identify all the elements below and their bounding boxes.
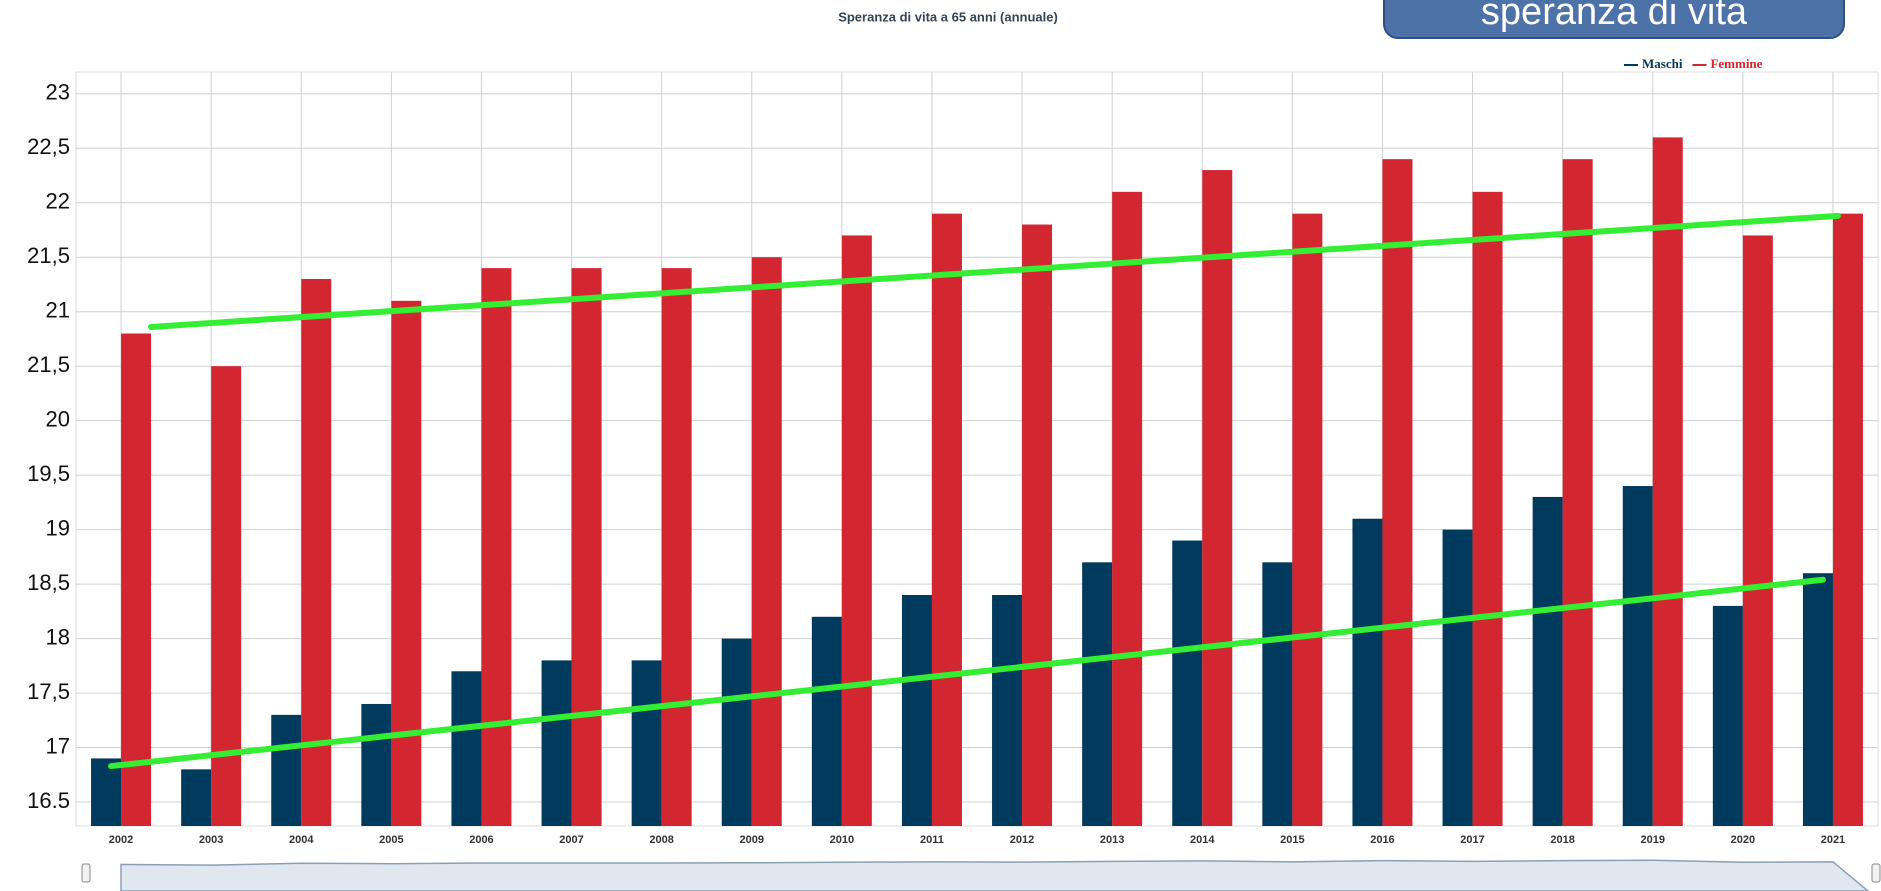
bar [901, 595, 932, 826]
x-tick-label: 2004 [289, 834, 314, 846]
x-tick-label: 2020 [1731, 834, 1755, 846]
bar [1532, 496, 1563, 826]
x-tick-label: 2007 [559, 834, 583, 846]
y-tick-label: 19 [46, 515, 70, 540]
y-tick-label: 21 [46, 298, 70, 323]
bar [271, 714, 302, 826]
x-tick-label: 2017 [1460, 834, 1484, 846]
x-tick-label: 2016 [1370, 834, 1394, 846]
bar [571, 268, 602, 826]
bar [1742, 235, 1773, 826]
bar [1802, 573, 1833, 826]
button[interactable] [1383, 0, 1845, 39]
bar [361, 703, 392, 826]
bar [541, 660, 572, 826]
bar [661, 268, 692, 826]
bar [181, 769, 212, 826]
x-tick-label: 2008 [649, 834, 673, 846]
button-label[interactable]: speranza di vita [1481, 0, 1748, 33]
legend-label: Femmine [1710, 56, 1762, 71]
x-tick-label: 2021 [1821, 834, 1845, 846]
trend-line [148, 212, 1841, 330]
x-tick-label: 2019 [1641, 834, 1665, 846]
navigator-handle [1871, 863, 1881, 883]
y-tick-label: 18 [46, 624, 70, 649]
y-tick-label: 16.5 [27, 788, 70, 813]
legend-label: Maschi [1642, 56, 1683, 71]
bar [631, 660, 662, 826]
bar [1292, 213, 1323, 826]
y-tick-label: 22,5 [27, 134, 70, 159]
bar [391, 300, 422, 826]
x-tick-label: 2010 [830, 834, 854, 846]
bar [1202, 170, 1233, 826]
bar [841, 235, 872, 826]
trend-line [108, 576, 1826, 770]
bar [1112, 191, 1143, 827]
x-tick-label: 2005 [379, 834, 403, 846]
y-tick-label: 20 [46, 406, 70, 431]
bar [1622, 486, 1653, 826]
x-tick-label: 2015 [1280, 834, 1304, 846]
y-tick-label: 21,5 [27, 243, 70, 268]
x-tick-label: 2013 [1100, 834, 1124, 846]
bar [992, 595, 1023, 826]
y-tick-label: 22 [46, 189, 70, 214]
x-tick-label: 2003 [199, 834, 223, 846]
bar [451, 671, 482, 826]
x-tick-label: 2002 [109, 834, 133, 846]
y-tick-label: 19,5 [27, 461, 70, 486]
navigator-area [120, 859, 1870, 891]
bar [1382, 159, 1413, 827]
bar [1472, 191, 1503, 827]
bar [1562, 159, 1593, 827]
bar [1652, 137, 1683, 826]
bar [1712, 605, 1743, 826]
bar [1022, 224, 1053, 827]
bar [121, 333, 152, 826]
bar [1442, 529, 1473, 826]
x-tick-label: 2018 [1550, 834, 1574, 846]
x-tick-label: 2006 [469, 834, 493, 846]
bar [481, 268, 512, 826]
y-tick-label: 21,5 [27, 352, 70, 377]
bar [751, 257, 782, 826]
bar [211, 366, 242, 826]
bar [1832, 213, 1863, 826]
x-tick-label: 2012 [1010, 834, 1034, 846]
x-tick-label: 2011 [920, 834, 944, 846]
plot-area [75, 71, 1879, 827]
bar [1172, 540, 1203, 826]
navigator-handle [81, 863, 91, 883]
y-tick-label: 18,5 [27, 570, 70, 595]
bar [91, 758, 122, 826]
y-tick-label: 23 [46, 80, 70, 105]
bar [1352, 518, 1383, 826]
y-tick-label: 17,5 [27, 679, 70, 704]
chart-title: Speranza di vita a 65 anni (annuale) [838, 9, 1058, 24]
bar [301, 279, 332, 826]
bar [721, 638, 752, 826]
bar [1082, 562, 1113, 826]
bar [811, 616, 842, 826]
x-tick-label: 2009 [740, 834, 764, 846]
bar [1262, 562, 1293, 826]
bar [931, 213, 962, 826]
y-tick-label: 17 [46, 733, 70, 758]
x-tick-label: 2014 [1190, 834, 1215, 846]
